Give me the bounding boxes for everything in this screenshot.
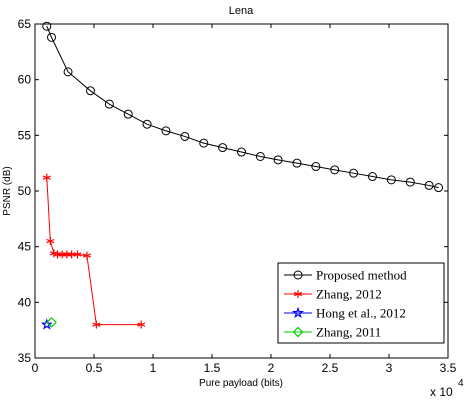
data-point — [424, 180, 434, 190]
data-point — [161, 126, 171, 136]
data-point — [40, 318, 53, 330]
data-point — [180, 131, 190, 141]
data-point — [123, 109, 133, 119]
y-tick-label: 55 — [18, 128, 32, 142]
legend-label: Zhang, 2012 — [316, 287, 382, 302]
data-point — [137, 320, 146, 329]
data-point — [311, 162, 321, 172]
x-tick-label: 3 — [386, 361, 393, 375]
data-point — [142, 119, 152, 129]
data-point — [82, 251, 91, 260]
y-tick-label: 65 — [18, 17, 32, 31]
x-tick-label: 3.5 — [440, 361, 457, 375]
data-point — [367, 172, 377, 182]
x-tick-label: 1.5 — [204, 361, 221, 375]
data-point — [237, 147, 246, 157]
data-point — [386, 175, 396, 185]
data-point — [73, 250, 82, 259]
legend-item: Hong et al., 2012 — [284, 306, 406, 321]
data-point — [47, 32, 57, 42]
data-point — [42, 173, 51, 182]
series-3 — [46, 317, 57, 328]
x-multiplier: x 10 4 — [430, 378, 464, 399]
legend-item: Zhang, 2012 — [284, 287, 382, 302]
axis-ticks: 0 0.5 1 1.5 2 2.5 3 3.5 35 40 45 50 55 60 65 — [18, 17, 457, 375]
data-point — [349, 168, 359, 178]
data-point — [434, 183, 444, 193]
x-tick-label: 2.5 — [322, 361, 339, 375]
legend-marker — [292, 326, 304, 338]
data-point — [63, 67, 73, 77]
data-point — [218, 143, 228, 153]
x-multiplier-exponent: 4 — [458, 378, 464, 389]
legend-label: Proposed method — [316, 268, 407, 283]
x-tick-label: 2 — [268, 361, 275, 375]
series-1 — [42, 173, 146, 329]
series-2 — [40, 318, 53, 330]
legend: Proposed method Zhang, 2012 Hong et al., 2… — [277, 262, 445, 344]
legend-marker — [291, 306, 305, 319]
legend-box — [277, 262, 445, 344]
data-point — [92, 320, 101, 329]
y-tick-label: 45 — [18, 240, 32, 254]
data-point — [46, 237, 55, 246]
data-point — [405, 177, 415, 187]
y-tick-label: 35 — [18, 351, 32, 365]
legend-marker — [293, 290, 303, 298]
data-point — [104, 99, 114, 109]
legend-item: Proposed method — [284, 268, 407, 283]
x-tick-label: 0.5 — [86, 361, 103, 375]
data-point — [46, 317, 57, 328]
x-axis-label: Pure payload (bits) — [199, 378, 283, 389]
legend-marker — [293, 270, 303, 280]
chart-title: Lena — [229, 5, 254, 17]
legend-item: Zhang, 2011 — [284, 325, 381, 340]
y-axis-label: PSNR (dB) — [2, 166, 13, 215]
legend-label: Hong et al., 2012 — [316, 306, 406, 321]
data-point — [273, 155, 283, 165]
x-tick-label: 0 — [32, 361, 39, 375]
data-point — [330, 165, 340, 175]
data-point — [199, 138, 209, 148]
y-tick-label: 50 — [18, 184, 32, 198]
x-tick-label: 1 — [150, 361, 157, 375]
series-layer — [40, 21, 444, 330]
series-0 — [42, 21, 444, 193]
data-point — [255, 151, 265, 161]
y-tick-label: 60 — [18, 73, 32, 87]
series-line — [46, 26, 439, 189]
data-point — [85, 86, 95, 96]
y-tick-label: 40 — [18, 295, 32, 309]
data-point — [42, 21, 52, 31]
x-multiplier-base: x 10 — [430, 385, 453, 399]
legend-label: Zhang, 2011 — [316, 325, 381, 340]
data-point — [292, 158, 302, 168]
